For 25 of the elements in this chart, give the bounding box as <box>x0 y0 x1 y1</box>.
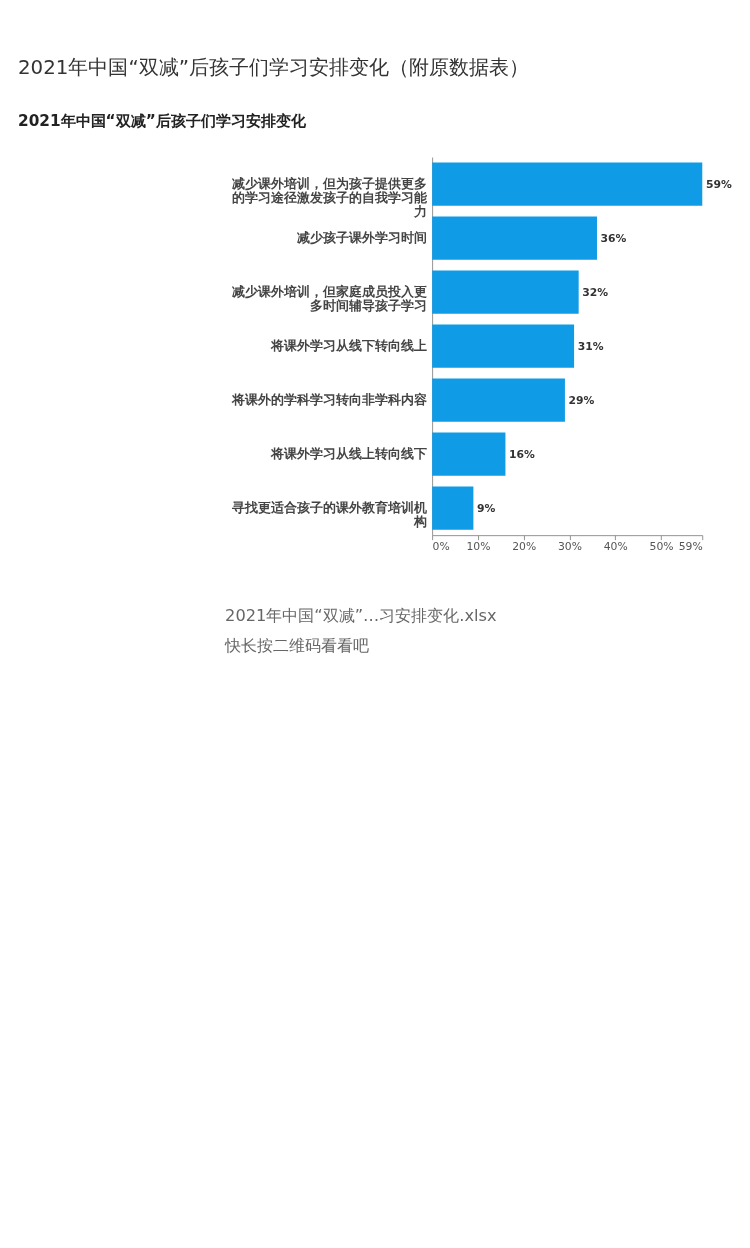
data-label: 29% <box>568 393 595 407</box>
x-tick-label: 40% <box>603 540 628 554</box>
data-label: 32% <box>582 285 609 299</box>
x-tick-label: 10% <box>466 540 491 554</box>
x-tick-label: 20% <box>512 540 537 554</box>
x-tick-label: 50% <box>649 540 674 554</box>
y-tick-label: 减少孩子课外学习时间 <box>297 229 428 245</box>
x-tick-label: 59% <box>678 540 703 554</box>
text: 2021年中国“双减”…习安排变化.xlsx <box>225 605 497 625</box>
text: 2021年中国“双减”后孩子们学习安排变化 <box>18 112 307 131</box>
data-label: 36% <box>600 231 627 245</box>
y-tick-label: 寻找更适合孩子的课外教育培训机构 <box>231 499 428 530</box>
data-label: 31% <box>577 339 604 353</box>
text: 快长按二维码看看吧 <box>224 636 370 656</box>
y-tick-label: 减少课外培训，但家庭成员投入更多时间辅导孩子学习 <box>232 283 428 314</box>
chart-title: 2021年中国“双减”后孩子们学习安排变化（附原数据表） <box>18 56 529 80</box>
data-label: 9% <box>476 501 496 515</box>
data-label: 59% <box>705 177 732 191</box>
data-label: 16% <box>509 447 536 461</box>
y-tick-label: 将课外的学科学习转向非学科内容 <box>231 391 428 407</box>
y-tick-label: 将课外学习从线下转向线上 <box>270 337 428 353</box>
y-tick-label: 减少课外培训，但为孩子提供更多的学习途径激发孩子的自我学习能力 <box>232 175 429 220</box>
x-tick-label: 0% <box>432 540 450 554</box>
y-tick-label: 将课外学习从线上转向线下 <box>270 445 428 461</box>
x-tick-label: 30% <box>557 540 582 554</box>
